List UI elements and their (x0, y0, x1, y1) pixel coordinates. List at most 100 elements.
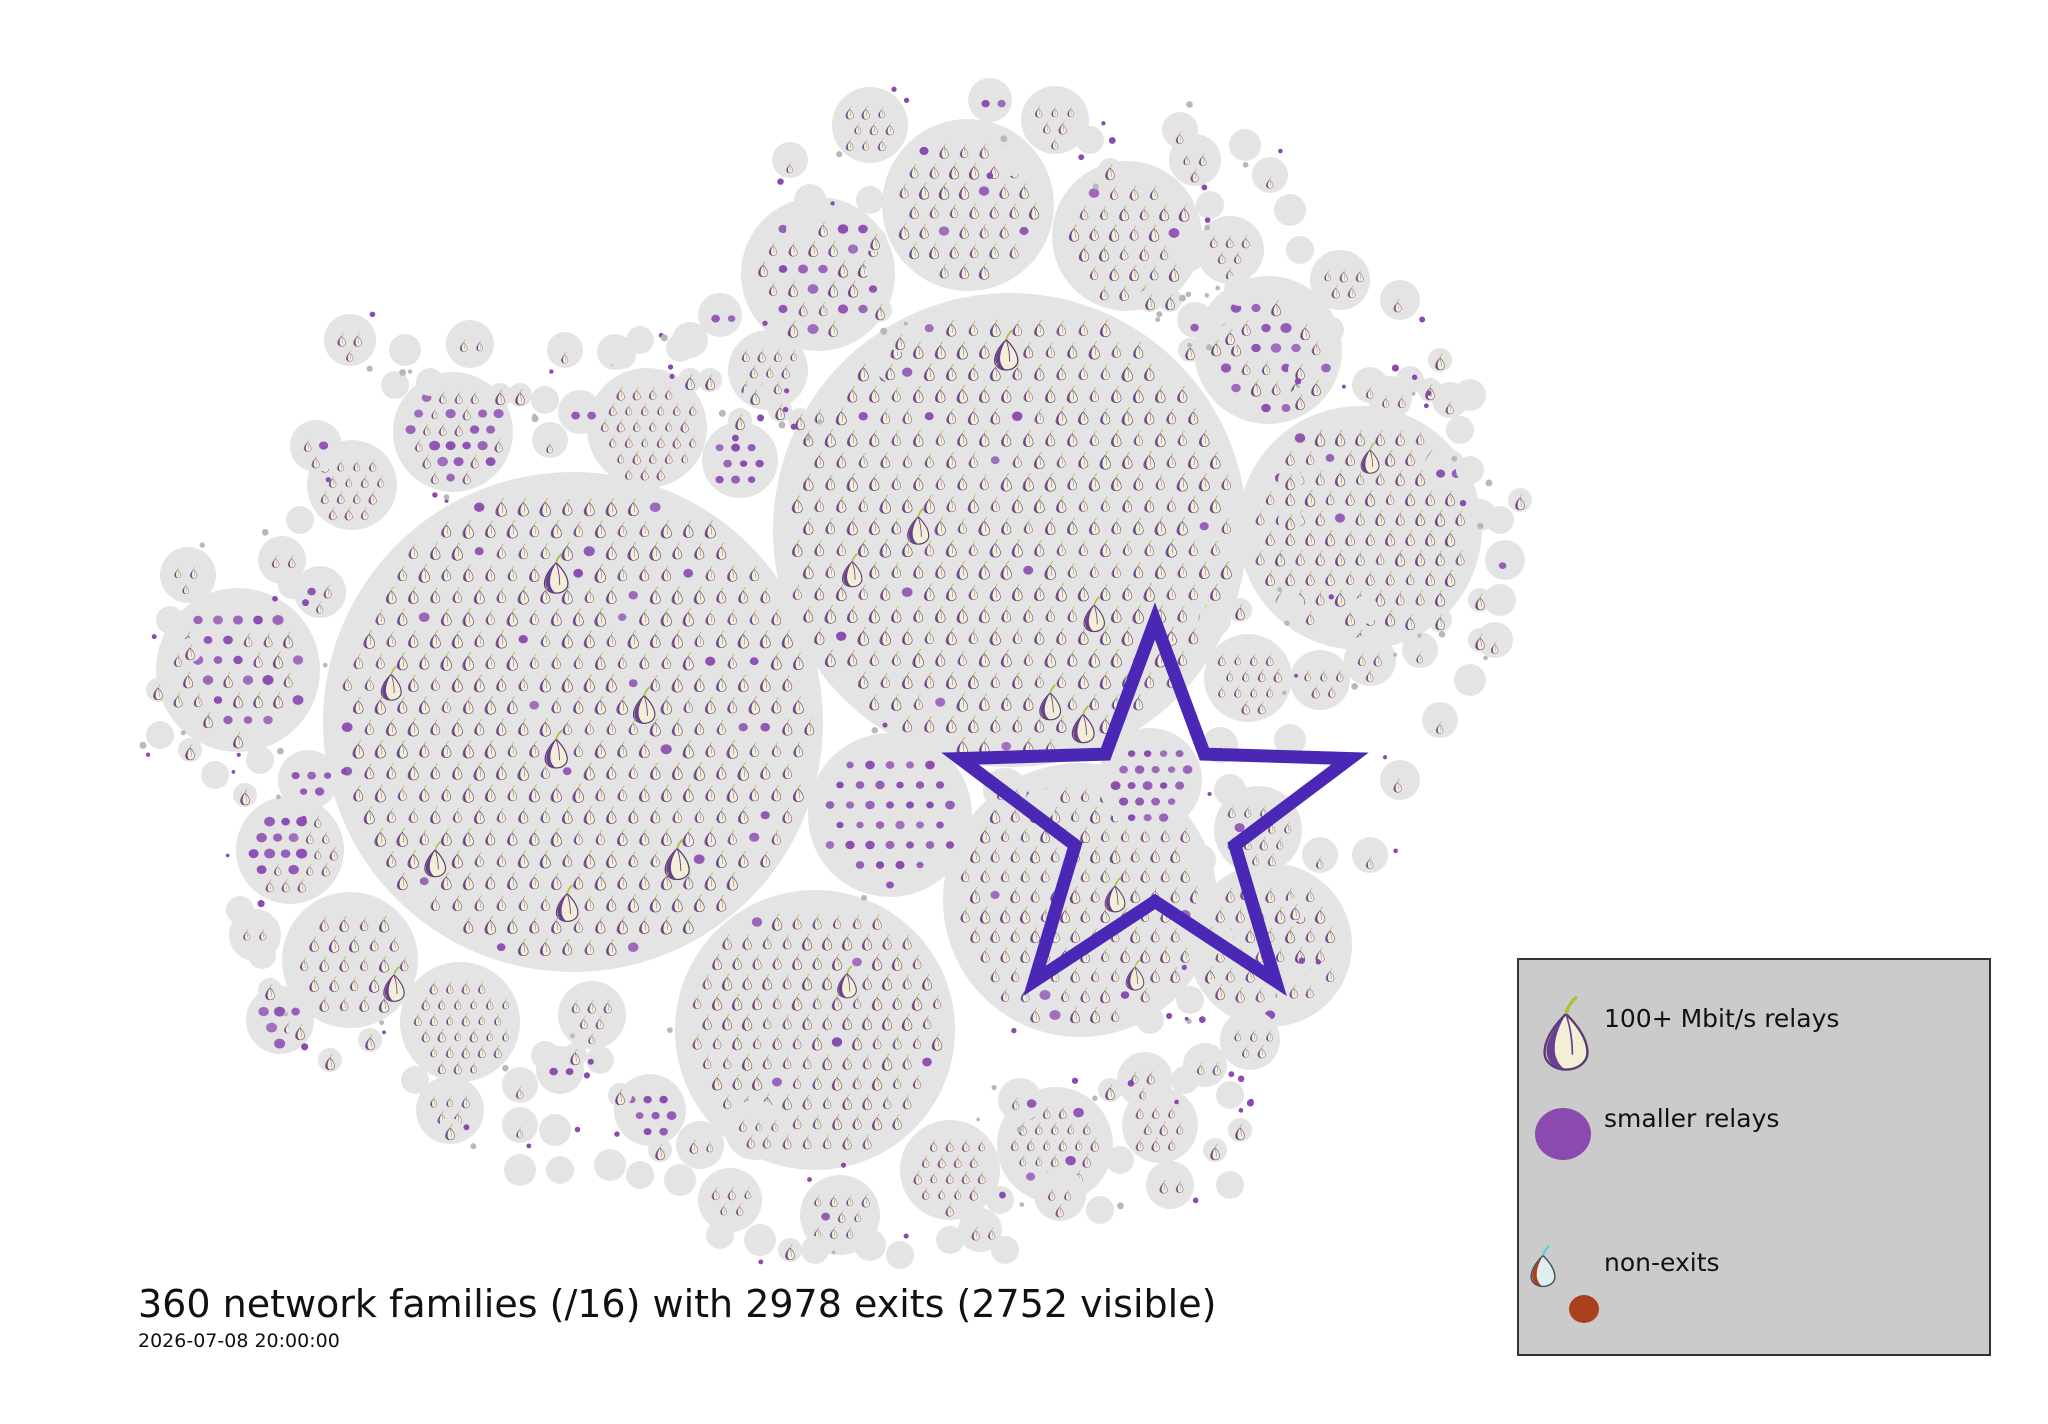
network-family-bubble (1252, 157, 1288, 193)
network-family-bubble (1274, 194, 1306, 226)
network-family-bubble (156, 588, 320, 752)
network-family-bubble (1446, 416, 1474, 444)
network-family-bubble (1052, 161, 1202, 311)
network-family-bubble (1176, 986, 1204, 1014)
network-family-bubble (702, 422, 778, 498)
network-family-bubble (504, 1154, 536, 1186)
network-family-bubble (416, 368, 444, 396)
network-family-bubble (1146, 1161, 1194, 1209)
network-family-bubble (156, 606, 184, 634)
legend-item-non-exits: non-exits (1519, 1238, 1989, 1338)
network-family-bubble (278, 571, 306, 599)
relay-markers (825, 760, 955, 889)
network-family-bubble (1276, 966, 1324, 1014)
network-family-bubble (1214, 774, 1246, 806)
relay-markers (341, 497, 815, 957)
network-family-bubble (531, 1041, 559, 1069)
network-family-bubble (856, 186, 884, 214)
star-outline-icon (941, 602, 1369, 997)
purple-dot-icon (1535, 1108, 1591, 1160)
network-family-bubble (586, 1046, 614, 1074)
network-family-bubble (1352, 367, 1388, 403)
relay-markers (692, 913, 943, 1150)
relay-markers (549, 1067, 574, 1076)
network-family-bubble (1196, 191, 1224, 219)
network-family-bubble (290, 420, 342, 472)
network-family-bubble (882, 119, 1054, 291)
network-family-bubble (786, 216, 814, 244)
network-family-bubble (1454, 664, 1486, 696)
large-onion-icon (1542, 995, 1590, 1072)
network-family-bubble (1136, 1006, 1164, 1034)
relay-markers (303, 439, 329, 469)
network-family-bubble (1021, 86, 1089, 154)
network-family-bubble (808, 733, 972, 897)
network-family-bubble (1316, 316, 1344, 344)
network-family-bubble (1402, 632, 1438, 668)
network-family-bubble (201, 761, 229, 789)
relay-markers (571, 411, 597, 420)
relay-markers (1068, 185, 1190, 302)
network-family-bubble (446, 320, 494, 368)
network-family-bubble (676, 1121, 724, 1169)
network-family-bubble (323, 472, 823, 972)
network-family-bubble (958, 1208, 1002, 1252)
relay-markers (1010, 1105, 1099, 1200)
network-family-bubble (1484, 584, 1516, 616)
network-family-bubble (1276, 591, 1304, 619)
network-family-bubble (393, 372, 513, 492)
network-family-bubble (1380, 760, 1420, 800)
legend-label: non-exits (1604, 1248, 1720, 1277)
network-family-bubble (539, 1114, 571, 1146)
network-family-clusters (139, 78, 1532, 1269)
network-family-bubble (401, 1066, 429, 1094)
network-family-bubble (547, 332, 583, 368)
relay-markers (1498, 562, 1507, 569)
network-family-bubble (531, 386, 559, 414)
network-family-bubble (381, 371, 409, 399)
network-family-bubble (1216, 1171, 1244, 1199)
network-family-bubble (248, 941, 276, 969)
legend: 100+ Mbit/s relays smaller relays non-ex… (1517, 958, 1991, 1356)
network-family-bubble (1177, 302, 1213, 338)
network-family-bubble (1454, 379, 1486, 411)
network-family-bubble (728, 330, 808, 410)
small-onion-icon (1530, 1245, 1556, 1288)
network-family-bubble (246, 746, 274, 774)
network-family-bubble (994, 144, 1026, 176)
network-family-bubble (886, 1241, 914, 1269)
relay-markers (307, 584, 332, 614)
network-family-bubble (614, 1074, 686, 1146)
network-family-bubble (675, 890, 955, 1170)
network-family-bubble (546, 1156, 574, 1184)
relay-markers (1110, 750, 1193, 822)
network-family-bubble (706, 1221, 734, 1249)
relay-markers (173, 614, 304, 749)
stray-relay-dots (139, 86, 1493, 1265)
network-family-bubble (854, 1229, 886, 1261)
orange-dot-icon (1569, 1295, 1599, 1323)
network-family-bubble (1184, 844, 1216, 876)
network-family-bubble (991, 1236, 1019, 1264)
relay-markers (758, 221, 878, 338)
network-family-bubble (986, 1186, 1014, 1214)
network-family-bubble (866, 256, 894, 284)
network-family-bubble (502, 1107, 538, 1143)
network-family-bubble (1351, 596, 1379, 624)
network-family-bubble (226, 896, 254, 924)
network-family-bubble (1238, 406, 1482, 650)
network-family-bubble (160, 547, 216, 603)
network-family-bubble (1174, 239, 1206, 271)
network-family-bubble (1106, 1146, 1134, 1174)
network-family-bubble (744, 1224, 776, 1256)
relay-markers (1190, 323, 1199, 332)
relay-markers (291, 771, 332, 796)
network-family-bubble (1486, 506, 1514, 534)
network-family-bubble (1171, 1066, 1199, 1094)
network-family-bubble (558, 390, 602, 434)
network-family-bubble (832, 87, 908, 163)
relay-markers (711, 314, 736, 323)
network-family-bubble (1162, 112, 1198, 148)
legend-label: 100+ Mbit/s relays (1604, 1004, 1840, 1033)
relay-markers (1011, 1097, 1037, 1110)
